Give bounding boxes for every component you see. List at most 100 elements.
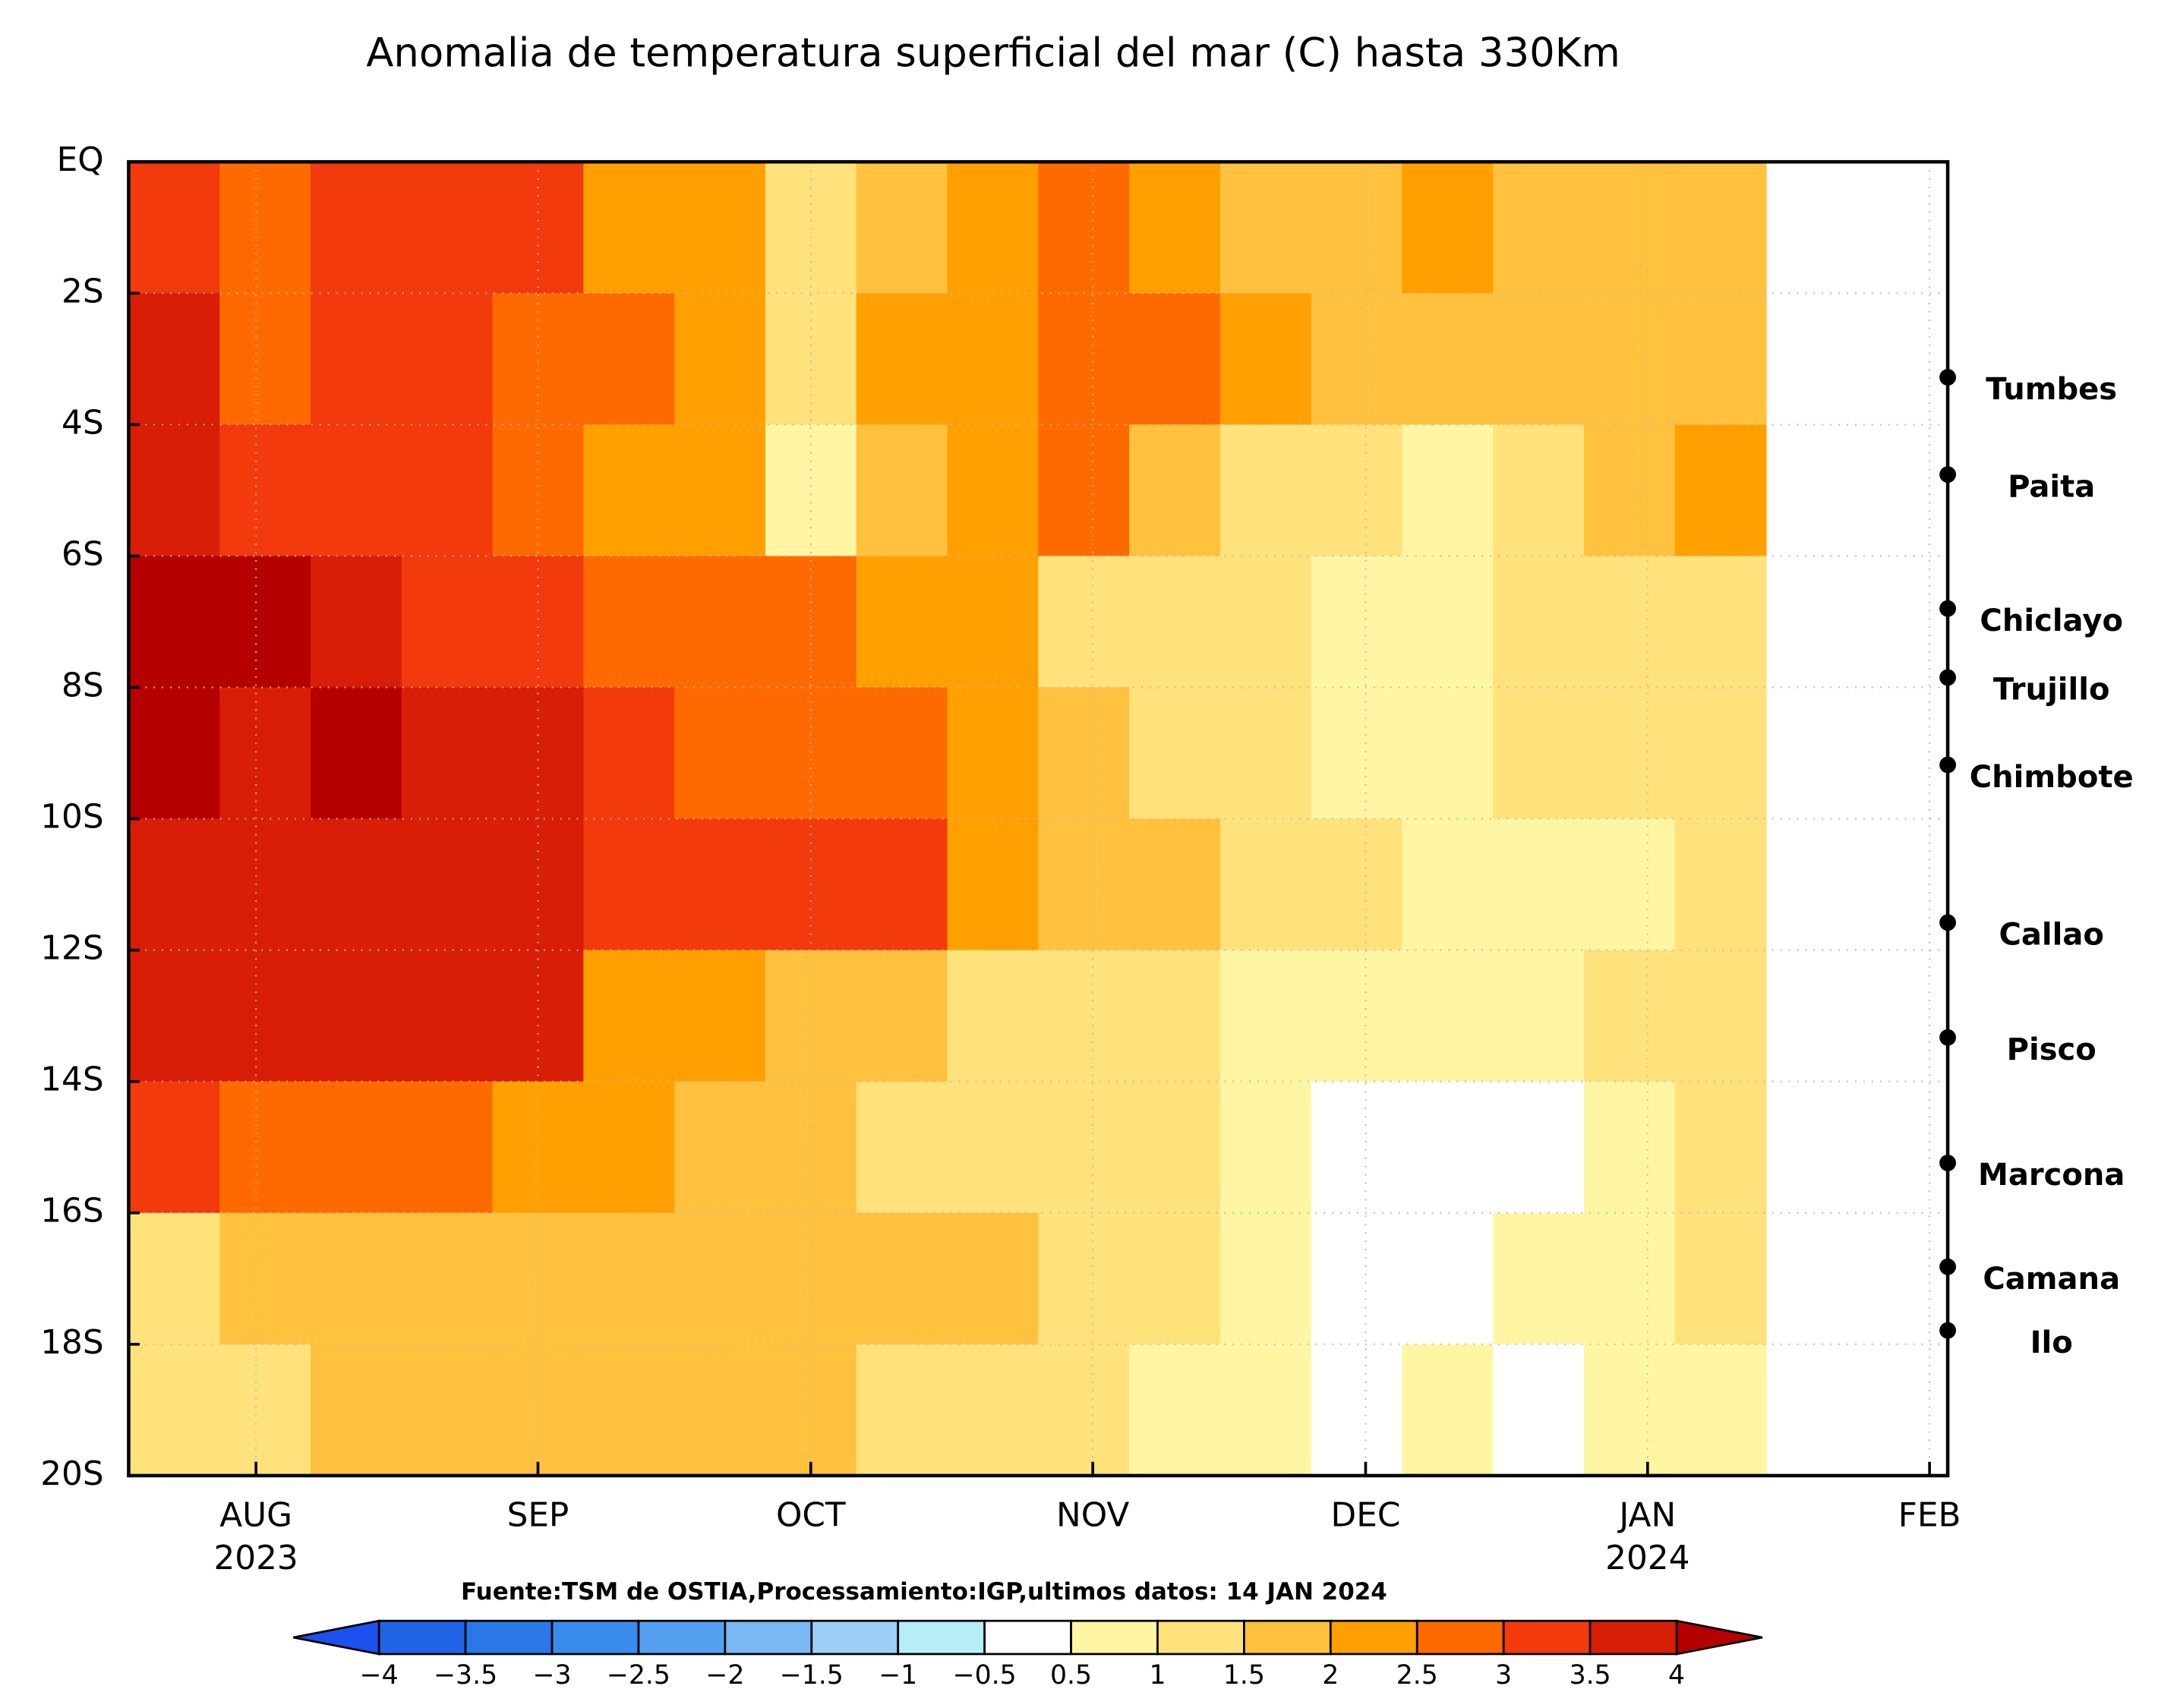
heat-cell [583, 556, 676, 689]
heat-cell [1129, 1081, 1221, 1214]
heat-cell [1219, 1081, 1312, 1214]
heat-cell [765, 162, 857, 295]
heat-cell [1038, 1081, 1131, 1214]
x-tick-label: SEP [507, 1496, 569, 1535]
station-label: Paita [2008, 469, 2095, 504]
heat-cell [128, 818, 221, 951]
heat-cell [1311, 424, 1403, 557]
heat-cell [219, 556, 312, 689]
heat-cell [1493, 424, 1585, 557]
heat-cell [1038, 424, 1131, 557]
heat-cell [219, 818, 312, 951]
heat-cell [1129, 687, 1221, 820]
heat-cell [583, 293, 676, 426]
x-year-label: 2024 [1605, 1539, 1689, 1577]
station-label: Ilo [2030, 1325, 2073, 1360]
colorbar-box [1415, 1619, 1505, 1656]
heat-cell [856, 162, 948, 295]
heat-cell [492, 1081, 585, 1214]
heat-cell [674, 1344, 767, 1476]
colorbar-label: 3 [1495, 1660, 1512, 1691]
heat-cell [947, 556, 1040, 689]
colorbar-box [1070, 1619, 1159, 1656]
heat-cell [1219, 1212, 1312, 1345]
heat-cell [1219, 424, 1312, 557]
y-tick-label: 4S [62, 403, 104, 442]
heat-cell [128, 950, 221, 1082]
heat-cell [1674, 1212, 1767, 1345]
heat-cell [128, 687, 221, 820]
heat-cell [947, 1081, 1040, 1214]
heat-cell [219, 1212, 312, 1345]
heat-cell [674, 687, 767, 820]
heat-cell [1038, 556, 1131, 689]
heat-cell [310, 1081, 402, 1214]
station-marker [1939, 756, 1957, 774]
heat-cell [1493, 1344, 1585, 1476]
heat-cell [674, 818, 767, 951]
heat-cell [674, 1212, 767, 1345]
heat-cell [583, 424, 676, 557]
station-marker [1939, 669, 1957, 686]
heat-cell [128, 424, 221, 557]
y-tick-label: 8S [62, 666, 104, 704]
colorbar-box [1156, 1619, 1245, 1656]
heat-cell [219, 424, 312, 557]
heat-cell [401, 950, 494, 1082]
station-marker [1939, 369, 1957, 386]
heat-cell [492, 424, 585, 557]
station-marker [1939, 1029, 1957, 1046]
colorbar-box [724, 1619, 813, 1656]
colorbar-box [551, 1619, 640, 1656]
heat-cell [1402, 162, 1494, 295]
colorbar-label: −0.5 [953, 1660, 1017, 1691]
heat-cell [1674, 162, 1767, 295]
heat-cell [128, 1081, 221, 1214]
heat-cell [1311, 687, 1403, 820]
heat-cell [219, 162, 312, 295]
heat-cell [1402, 950, 1494, 1082]
heat-cell [1219, 950, 1312, 1082]
heat-cell [1219, 1344, 1312, 1476]
heat-cell [1493, 1081, 1585, 1214]
heat-cell [219, 1081, 312, 1214]
heat-cell [674, 424, 767, 557]
y-tick-label: 6S [62, 534, 104, 573]
heat-cell [1038, 687, 1131, 820]
heat-cell [401, 1081, 494, 1214]
x-tick-label: AUG [219, 1496, 292, 1535]
colorbar-label: 1 [1149, 1660, 1166, 1691]
station-label: Marcona [1978, 1158, 2125, 1193]
heat-cell [1493, 950, 1585, 1082]
heat-cell [1219, 293, 1312, 426]
heat-cell [219, 950, 312, 1082]
colorbar-label: −2 [705, 1660, 744, 1691]
colorbar-box [1329, 1619, 1418, 1656]
heat-cell [1674, 1344, 1767, 1476]
heat-cell [1583, 1081, 1676, 1214]
heat-cell [1311, 556, 1403, 689]
heat-cell [765, 687, 857, 820]
heat-cell [1402, 424, 1494, 557]
station-marker [1939, 914, 1957, 931]
x-tick-label: JAN [1617, 1496, 1676, 1535]
heat-cell [1311, 950, 1403, 1082]
heat-cell [1583, 687, 1676, 820]
heat-cell [401, 1212, 494, 1345]
heat-cell [1219, 556, 1312, 689]
heat-cell [128, 162, 221, 295]
colorbar-label: 2 [1322, 1660, 1339, 1691]
colorbar-label: −3.5 [434, 1660, 497, 1691]
heat-cell [856, 1081, 948, 1214]
heat-cell [674, 293, 767, 426]
heat-cell [401, 1344, 494, 1476]
station-label: Trujillo [1993, 673, 2110, 707]
heat-cell [401, 162, 494, 295]
heat-cell [1311, 1212, 1403, 1345]
station-marker [1939, 1322, 1957, 1339]
heat-cell [583, 687, 676, 820]
heat-cell [401, 818, 494, 951]
heat-cell [1583, 556, 1676, 689]
heat-cell [1038, 818, 1131, 951]
